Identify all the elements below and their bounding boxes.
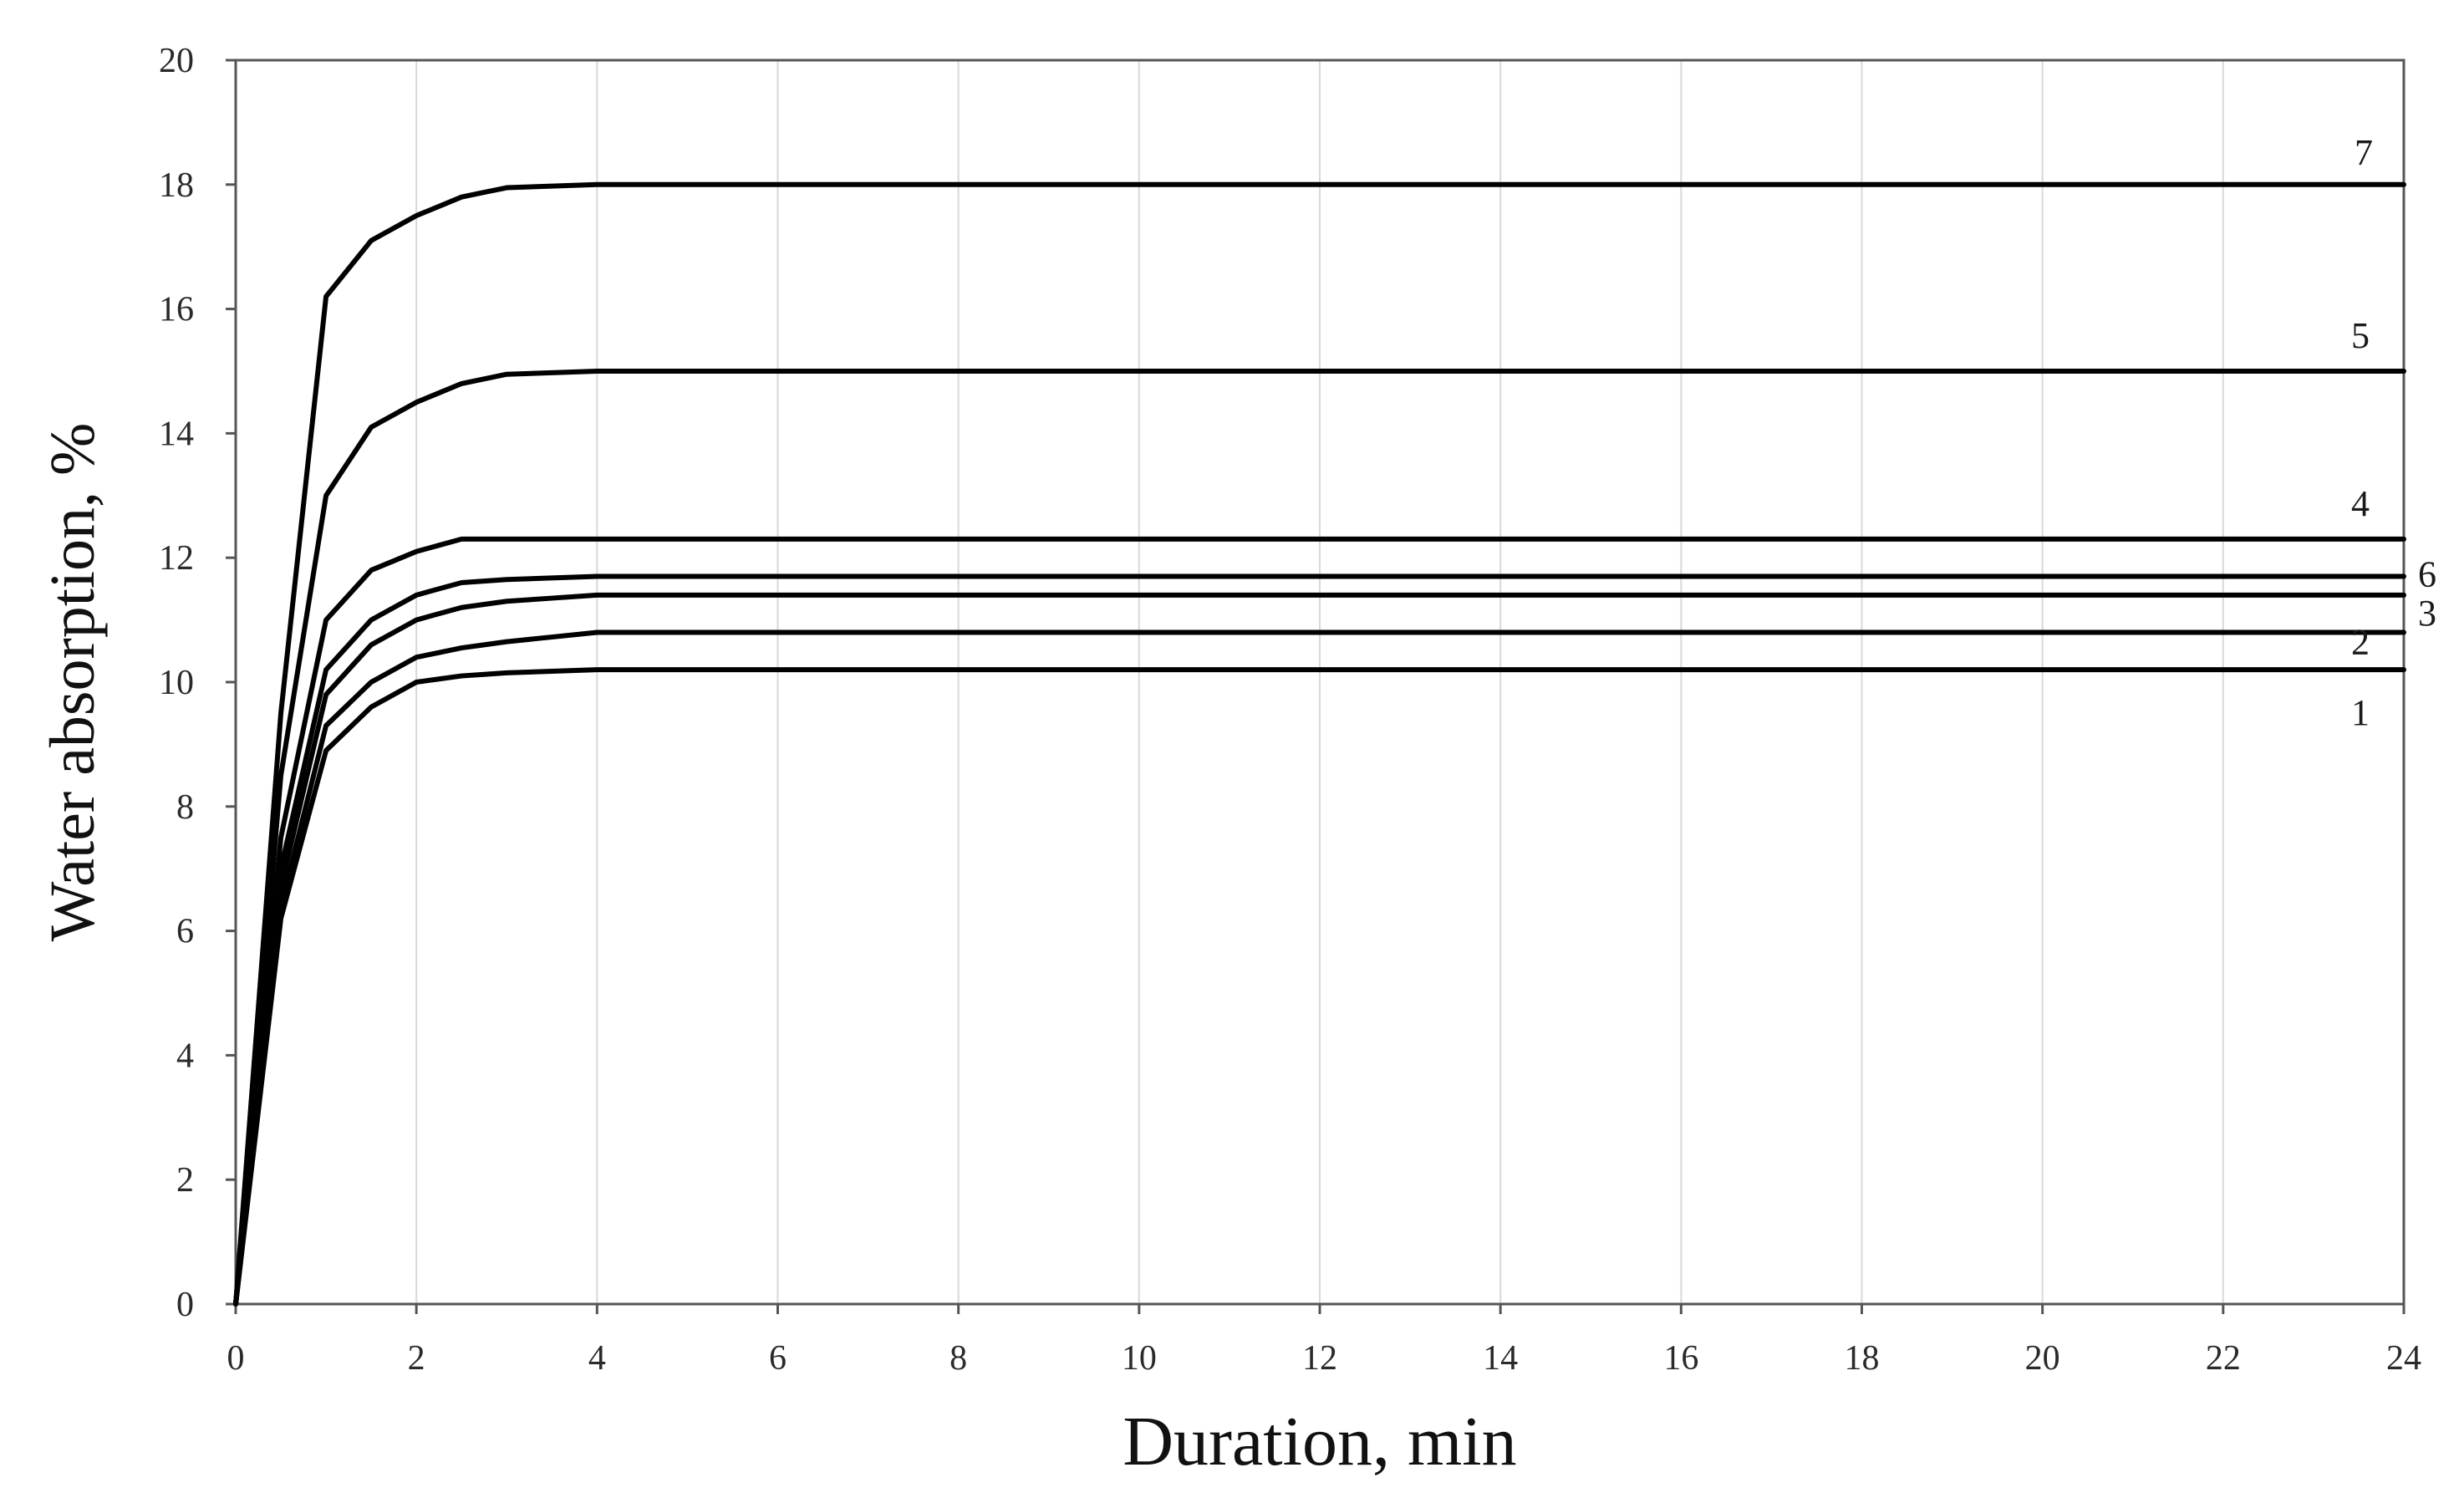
x-tick-label: 12 [1302, 1339, 1337, 1378]
x-axis-ticks: 0 2 4 6 8 10 12 14 16 18 20 22 24 [227, 1304, 2421, 1378]
series-lines [233, 181, 2406, 1307]
y-tick-label: 10 [159, 664, 194, 702]
x-axis-title: Duration, min [1123, 1403, 1516, 1480]
series-line-5 [233, 368, 2406, 1307]
grid [415, 60, 2224, 1304]
x-tick-label: 4 [588, 1339, 606, 1378]
y-axis-ticks: 0 2 4 6 8 10 12 14 16 18 20 [159, 42, 236, 1324]
x-tick-label: 6 [769, 1339, 787, 1378]
x-tick-label: 10 [1122, 1339, 1157, 1378]
series-label-3: 3 [2418, 593, 2436, 634]
series-line-6 [233, 573, 2406, 1307]
series-label-1: 1 [2351, 692, 2370, 733]
x-tick-label: 0 [227, 1339, 245, 1378]
series-line-4 [233, 536, 2406, 1307]
y-tick-label: 4 [176, 1037, 194, 1075]
x-tick-label: 14 [1483, 1339, 1518, 1378]
x-tick-label: 18 [1845, 1339, 1880, 1378]
series-line-7 [233, 181, 2406, 1307]
y-tick-label: 6 [176, 913, 194, 951]
x-tick-label: 2 [408, 1339, 425, 1378]
y-tick-label: 8 [176, 788, 194, 827]
series-label-4: 4 [2351, 483, 2370, 524]
series-labels: 1 2 36 4 5 7 [2351, 132, 2436, 733]
x-tick-label: 22 [2206, 1339, 2241, 1378]
x-tick-label: 20 [2025, 1339, 2060, 1378]
series-label-6: 6 [2418, 554, 2436, 595]
x-tick-label: 16 [1663, 1339, 1698, 1378]
y-tick-label: 2 [176, 1161, 194, 1200]
y-tick-label: 0 [176, 1286, 194, 1324]
y-tick-label: 20 [159, 42, 194, 80]
series-label-2: 2 [2351, 621, 2370, 662]
y-tick-label: 12 [159, 539, 194, 578]
y-tick-label: 18 [159, 166, 194, 205]
x-tick-label: 24 [2386, 1339, 2421, 1378]
y-tick-label: 14 [159, 415, 194, 453]
series-label-5: 5 [2351, 315, 2370, 356]
y-axis-title: Water absorption, % [38, 423, 108, 942]
y-tick-label: 16 [159, 291, 194, 329]
series-label-7: 7 [2355, 132, 2373, 173]
x-tick-label: 8 [949, 1339, 967, 1378]
